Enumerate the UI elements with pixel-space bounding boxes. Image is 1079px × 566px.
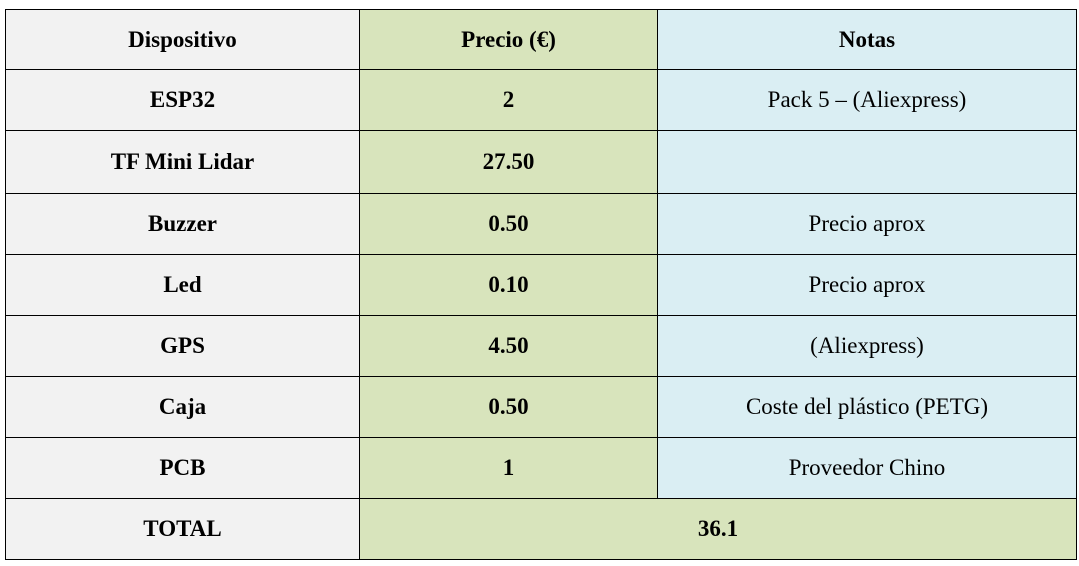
device-cell: TF Mini Lidar [5, 130, 360, 194]
notes-cell: Pack 5 – (Aliexpress) [657, 69, 1077, 131]
notes-cell: Coste del plástico (PETG) [657, 376, 1077, 438]
device-cell: PCB [5, 437, 360, 499]
notes-cell: Precio aprox [657, 193, 1077, 255]
notes-cell [657, 130, 1077, 194]
price-cell: 0.50 [359, 193, 658, 255]
device-cell: GPS [5, 315, 360, 377]
total-row: TOTAL 36.1 [5, 498, 1077, 560]
price-cell: 0.10 [359, 254, 658, 316]
price-cell: 0.50 [359, 376, 658, 438]
total-value: 36.1 [359, 498, 1077, 560]
table-row: Led 0.10 Precio aprox [5, 254, 1077, 316]
notes-cell: (Aliexpress) [657, 315, 1077, 377]
table-row: PCB 1 Proveedor Chino [5, 437, 1077, 499]
header-device: Dispositivo [5, 9, 360, 70]
device-cell: Caja [5, 376, 360, 438]
table-row: Caja 0.50 Coste del plástico (PETG) [5, 376, 1077, 438]
notes-cell: Precio aprox [657, 254, 1077, 316]
table-header-row: Dispositivo Precio (€) Notas [5, 9, 1077, 70]
table-row: GPS 4.50 (Aliexpress) [5, 315, 1077, 377]
header-notes: Notas [657, 9, 1077, 70]
price-cell: 27.50 [359, 130, 658, 194]
price-cell: 2 [359, 69, 658, 131]
header-price: Precio (€) [359, 9, 658, 70]
price-cell: 1 [359, 437, 658, 499]
price-cell: 4.50 [359, 315, 658, 377]
price-table: Dispositivo Precio (€) Notas ESP32 2 Pac… [5, 9, 1077, 560]
notes-cell: Proveedor Chino [657, 437, 1077, 499]
total-label: TOTAL [5, 498, 360, 560]
device-cell: ESP32 [5, 69, 360, 131]
table-row: ESP32 2 Pack 5 – (Aliexpress) [5, 69, 1077, 131]
table-row: Buzzer 0.50 Precio aprox [5, 193, 1077, 255]
device-cell: Led [5, 254, 360, 316]
table-row: TF Mini Lidar 27.50 [5, 130, 1077, 194]
device-cell: Buzzer [5, 193, 360, 255]
